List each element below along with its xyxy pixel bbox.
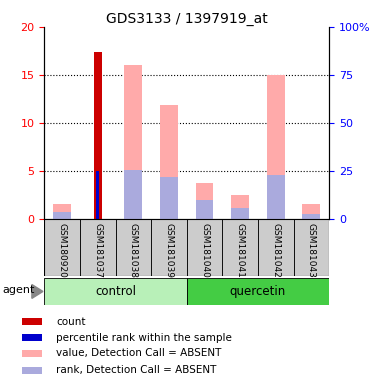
Text: GSM181040: GSM181040 — [200, 223, 209, 278]
Bar — [231, 195, 249, 219]
Text: agent: agent — [2, 285, 35, 295]
Bar — [44, 278, 187, 305]
Text: GSM181041: GSM181041 — [236, 223, 244, 278]
Bar — [187, 278, 329, 305]
Bar — [22, 349, 42, 357]
Text: control: control — [95, 285, 136, 298]
Bar — [151, 219, 187, 276]
Text: percentile rank within the sample: percentile rank within the sample — [56, 333, 232, 343]
Bar — [160, 177, 178, 219]
Bar — [44, 219, 80, 276]
Text: value, Detection Call = ABSENT: value, Detection Call = ABSENT — [56, 348, 221, 358]
Text: GSM181042: GSM181042 — [271, 223, 280, 278]
Bar — [196, 200, 213, 219]
Bar — [53, 204, 71, 219]
Text: GSM180920: GSM180920 — [58, 223, 67, 278]
Bar — [160, 104, 178, 219]
Bar — [94, 52, 102, 219]
Bar — [22, 318, 42, 326]
Text: rank, Detection Call = ABSENT: rank, Detection Call = ABSENT — [56, 365, 216, 375]
Bar — [124, 170, 142, 219]
Bar — [196, 184, 213, 219]
Bar — [223, 219, 258, 276]
Bar — [258, 219, 294, 276]
Bar — [80, 219, 116, 276]
Bar — [267, 175, 285, 219]
Polygon shape — [32, 285, 43, 298]
Bar — [303, 204, 320, 219]
Bar — [267, 75, 285, 219]
Text: GSM181038: GSM181038 — [129, 223, 138, 278]
Text: quercetin: quercetin — [230, 285, 286, 298]
Text: GSM181039: GSM181039 — [164, 223, 173, 278]
Bar — [124, 65, 142, 219]
Bar — [22, 367, 42, 374]
Bar — [53, 212, 71, 219]
Bar — [303, 214, 320, 219]
Bar — [187, 219, 223, 276]
Text: GSM181043: GSM181043 — [307, 223, 316, 278]
Text: count: count — [56, 317, 85, 327]
Bar — [231, 208, 249, 219]
Text: GSM181037: GSM181037 — [93, 223, 102, 278]
Bar — [22, 334, 42, 341]
Bar — [116, 219, 151, 276]
Bar — [96, 171, 99, 219]
Title: GDS3133 / 1397919_at: GDS3133 / 1397919_at — [106, 12, 268, 26]
Bar — [293, 219, 329, 276]
